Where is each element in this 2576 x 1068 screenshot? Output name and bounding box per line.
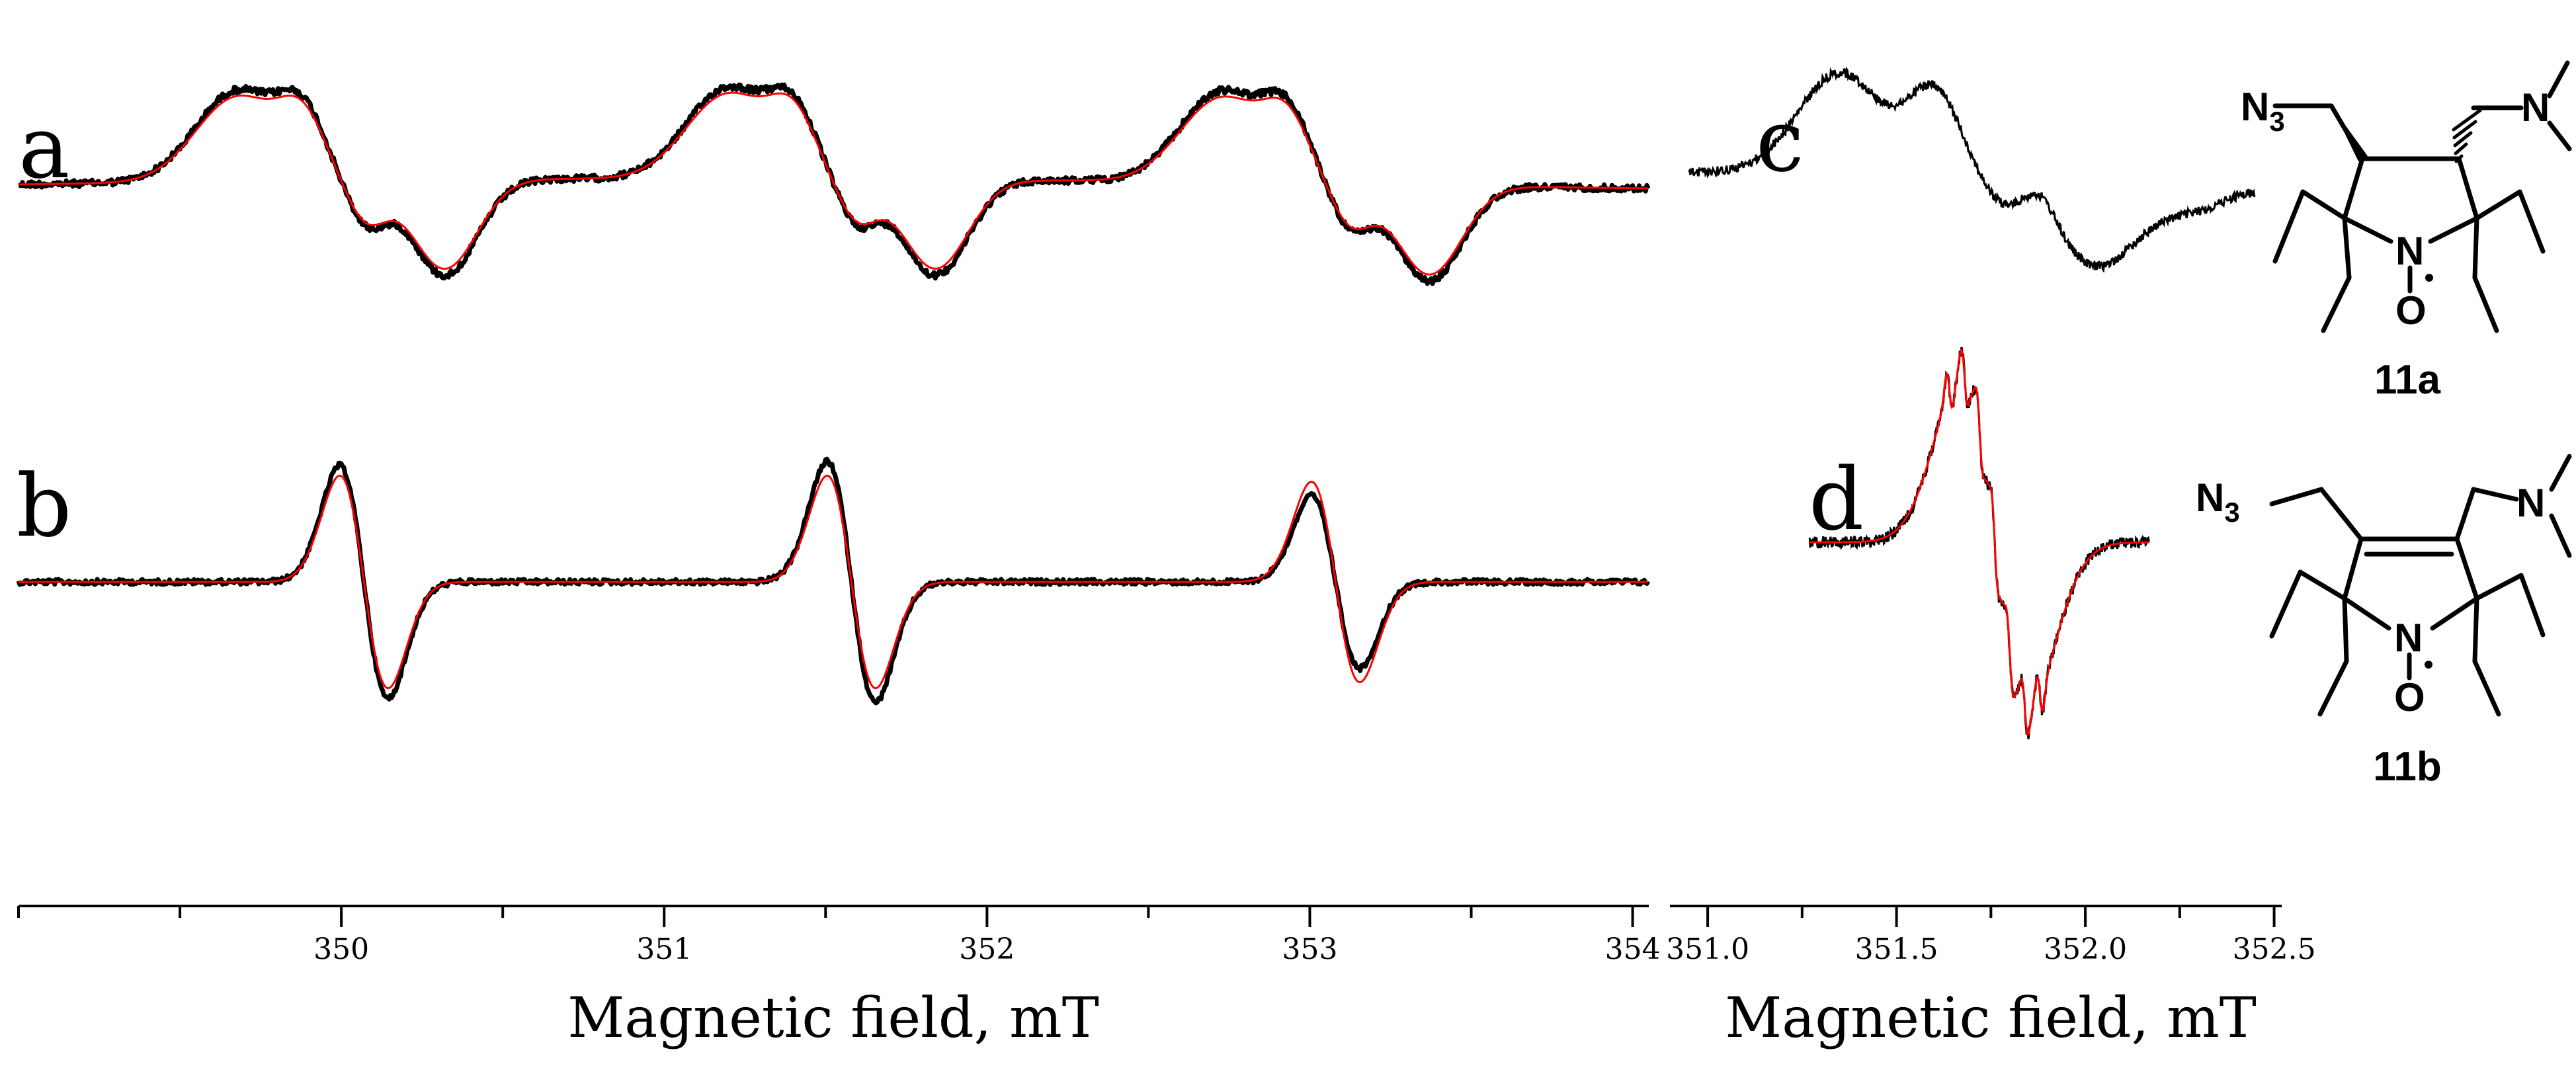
structure-11a [2272, 60, 2572, 333]
s11a-azide-n: N3 [2241, 85, 2285, 137]
right-epr-plot: 351.0 351.5 352.0 352.5 Magnetic field, mT … [1666, 66, 2316, 1050]
left-x-tick-label: 353 [1282, 932, 1337, 966]
right-x-axis-title: Magnetic field, mT [1725, 985, 2257, 1050]
left-x-ticks: 350 351 352 353 354 [17, 906, 1661, 966]
s11a-ring-n: N [2395, 229, 2424, 273]
panel-label-d: d [1809, 449, 1864, 550]
s11a-radical-dot [2425, 274, 2433, 282]
d-simulated-trace [1809, 348, 2149, 736]
structure-11b-labels: N3 N N O 11b [2196, 475, 2545, 790]
left-x-tick-label: 354 [1605, 932, 1661, 966]
right-x-tick-label: 351.5 [1855, 932, 1938, 966]
s11a-oxygen: O [2395, 288, 2427, 333]
left-plot-traces [16, 82, 1651, 706]
hash-bond [2452, 108, 2482, 163]
structure-11a-labels: N3 N N O 11a [2241, 85, 2550, 403]
left-x-tick-label: 350 [313, 932, 369, 966]
c-experimental-trace [1688, 66, 2256, 273]
s11b-azide-n: N3 [2196, 475, 2240, 528]
s11b-oxygen: O [2394, 675, 2425, 719]
s11a-compound-label: 11a [2374, 357, 2441, 403]
a-simulated-trace [19, 91, 1648, 276]
left-x-tick-label: 351 [636, 932, 692, 966]
b-simulated-trace [19, 474, 1648, 690]
panel-label-b: b [17, 456, 71, 556]
s11a-amine-n: N [2521, 85, 2550, 130]
s11b-compound-label: 11b [2373, 744, 2441, 790]
right-plot-traces [1688, 66, 2256, 739]
panel-label-c: c [1756, 91, 1804, 191]
left-epr-plot: 350 351 352 353 354 Magnetic field, mT a b [16, 82, 1661, 1050]
a-experimental-trace [17, 82, 1651, 286]
right-x-tick-label: 352.5 [2233, 932, 2316, 966]
right-x-tick-label: 352.0 [2044, 932, 2127, 966]
right-x-ticks: 351.0 351.5 352.0 352.5 [1666, 906, 2316, 966]
panel-label-a: a [19, 97, 70, 198]
structure-11b [2269, 454, 2572, 717]
s11b-ring-n: N [2394, 616, 2423, 660]
s11b-amine-n: N [2516, 481, 2545, 525]
wedge-bond [2331, 106, 2368, 161]
left-x-axis-title: Magnetic field, mT [567, 985, 1099, 1050]
s11b-radical-dot [2425, 661, 2432, 669]
left-x-tick-label: 352 [959, 932, 1015, 966]
right-x-tick-label: 351.0 [1666, 932, 1749, 966]
